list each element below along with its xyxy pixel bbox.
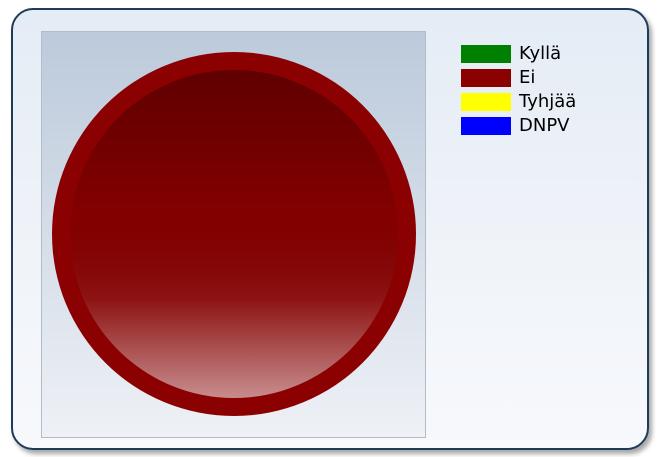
- legend-item: Kyllä: [461, 42, 611, 66]
- legend-label: DNPV: [519, 115, 570, 136]
- legend-item: Tyhjää: [461, 90, 611, 114]
- legend-swatch: [461, 93, 511, 111]
- legend-label: Tyhjää: [519, 91, 577, 112]
- legend-swatch: [461, 45, 511, 63]
- pie-slice-shading: [70, 70, 398, 398]
- legend-swatch: [461, 117, 511, 135]
- legend-item: DNPV: [461, 114, 611, 138]
- legend-label: Kyllä: [519, 43, 562, 64]
- legend: Kyllä Ei Tyhjää DNPV: [461, 42, 611, 138]
- legend-label: Ei: [519, 67, 536, 88]
- legend-swatch: [461, 69, 511, 87]
- legend-item: Ei: [461, 66, 611, 90]
